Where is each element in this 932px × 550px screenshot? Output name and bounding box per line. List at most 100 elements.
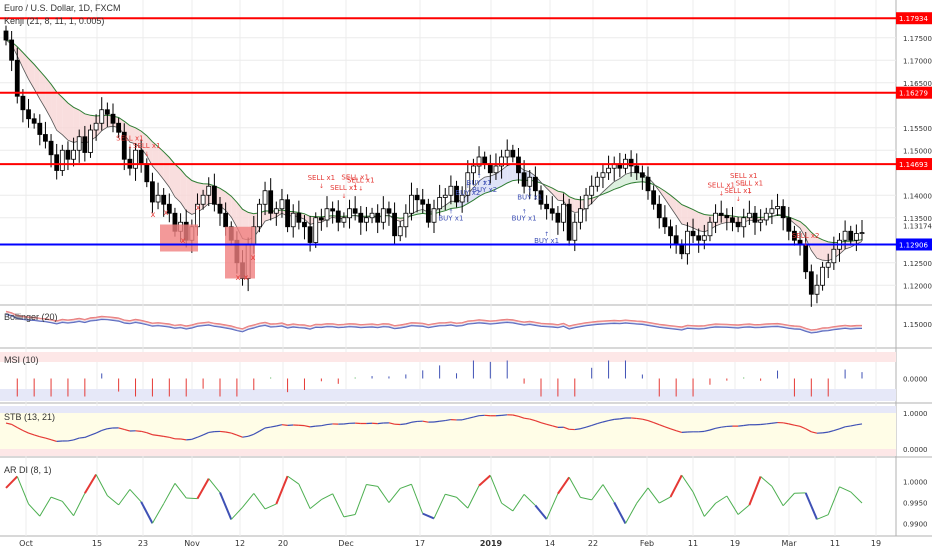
- candle[interactable]: [606, 155, 611, 180]
- candle[interactable]: [730, 206, 735, 232]
- candle[interactable]: [150, 172, 155, 213]
- candle[interactable]: [65, 141, 71, 171]
- candle[interactable]: [724, 208, 730, 231]
- candle[interactable]: [59, 144, 65, 176]
- candle[interactable]: [200, 189, 206, 210]
- candle[interactable]: [769, 199, 775, 225]
- candle[interactable]: [279, 188, 285, 218]
- candle[interactable]: [335, 200, 341, 232]
- candle[interactable]: [549, 196, 555, 221]
- candle[interactable]: [465, 160, 471, 203]
- candle[interactable]: [454, 180, 459, 208]
- candle[interactable]: [735, 216, 741, 233]
- candle[interactable]: [302, 215, 307, 240]
- candle[interactable]: [763, 207, 769, 226]
- candle[interactable]: [380, 196, 386, 230]
- candle[interactable]: [14, 47, 20, 104]
- candle[interactable]: [808, 264, 814, 307]
- candle[interactable]: [634, 153, 640, 180]
- candle[interactable]: [82, 125, 88, 162]
- candle[interactable]: [211, 173, 217, 212]
- candle[interactable]: [397, 221, 403, 242]
- candle[interactable]: [307, 215, 313, 252]
- candle[interactable]: [589, 175, 595, 205]
- candle[interactable]: [71, 137, 76, 167]
- candle[interactable]: [76, 129, 82, 163]
- candle[interactable]: [746, 200, 752, 225]
- candle[interactable]: [392, 202, 397, 245]
- candle[interactable]: [318, 208, 324, 231]
- candle[interactable]: [330, 201, 336, 224]
- candle[interactable]: [217, 197, 223, 226]
- candle[interactable]: [578, 196, 583, 230]
- candle[interactable]: [651, 185, 657, 210]
- candle[interactable]: [161, 188, 167, 217]
- candle[interactable]: [718, 200, 724, 223]
- candle[interactable]: [645, 166, 651, 200]
- candle[interactable]: [121, 123, 127, 171]
- candle[interactable]: [820, 261, 825, 291]
- candle[interactable]: [364, 206, 369, 232]
- candle[interactable]: [386, 201, 392, 226]
- candle[interactable]: [420, 188, 426, 214]
- candle[interactable]: [155, 182, 161, 210]
- candle[interactable]: [780, 199, 786, 231]
- candle[interactable]: [493, 153, 499, 180]
- candle[interactable]: [707, 216, 713, 242]
- candle[interactable]: [262, 181, 268, 216]
- candle[interactable]: [600, 163, 606, 189]
- candle[interactable]: [37, 114, 43, 146]
- candle[interactable]: [9, 31, 15, 72]
- candle[interactable]: [414, 188, 420, 213]
- candle[interactable]: [409, 182, 414, 221]
- candle[interactable]: [341, 212, 347, 228]
- candle[interactable]: [848, 225, 854, 246]
- candle[interactable]: [104, 102, 110, 127]
- candle[interactable]: [347, 199, 352, 229]
- candle[interactable]: [504, 139, 510, 166]
- candle[interactable]: [31, 113, 37, 129]
- candle[interactable]: [476, 146, 482, 175]
- candle[interactable]: [853, 224, 859, 252]
- candle[interactable]: [26, 98, 31, 128]
- candle[interactable]: [296, 200, 302, 230]
- candle[interactable]: [696, 228, 702, 253]
- candle[interactable]: [437, 184, 443, 216]
- candle[interactable]: [403, 204, 409, 238]
- candle[interactable]: [448, 175, 454, 205]
- candle[interactable]: [290, 204, 296, 238]
- candle[interactable]: [758, 209, 764, 232]
- candle[interactable]: [166, 193, 172, 223]
- candle[interactable]: [690, 218, 696, 243]
- candle[interactable]: [527, 170, 533, 199]
- candle[interactable]: [831, 236, 837, 270]
- candle[interactable]: [313, 212, 319, 248]
- candle[interactable]: [814, 274, 820, 304]
- candle[interactable]: [685, 222, 690, 265]
- candle[interactable]: [425, 198, 431, 228]
- candle[interactable]: [713, 204, 718, 234]
- candle[interactable]: [594, 171, 600, 192]
- candle[interactable]: [662, 205, 668, 234]
- candle[interactable]: [285, 194, 290, 233]
- candle[interactable]: [3, 25, 9, 46]
- candle[interactable]: [544, 195, 550, 220]
- candle[interactable]: [358, 206, 364, 235]
- candle[interactable]: [369, 207, 375, 224]
- candle[interactable]: [741, 208, 747, 238]
- candle[interactable]: [656, 195, 662, 229]
- candle[interactable]: [257, 198, 262, 233]
- candle[interactable]: [88, 124, 93, 158]
- candle[interactable]: [825, 253, 831, 279]
- candle[interactable]: [133, 143, 138, 181]
- candle[interactable]: [459, 186, 465, 213]
- candle[interactable]: [752, 206, 758, 235]
- candle[interactable]: [583, 188, 589, 222]
- candle[interactable]: [375, 204, 381, 234]
- candle[interactable]: [43, 121, 48, 149]
- candle[interactable]: [54, 143, 60, 180]
- candle[interactable]: [273, 201, 279, 226]
- candle[interactable]: [442, 188, 448, 211]
- candle[interactable]: [521, 160, 527, 194]
